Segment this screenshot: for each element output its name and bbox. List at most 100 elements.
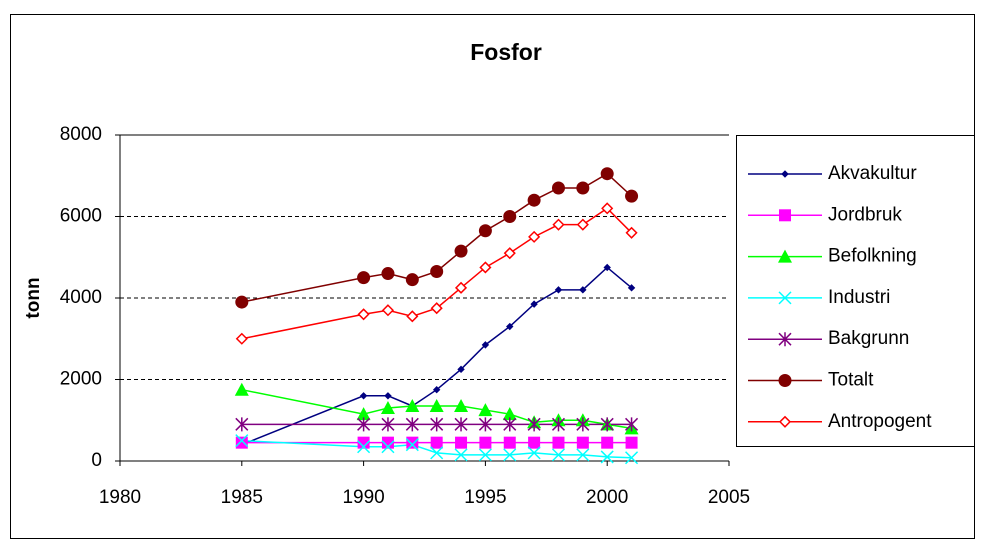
marker-shape — [503, 448, 517, 462]
marker-shape — [356, 407, 371, 421]
marker — [778, 415, 792, 428]
marker — [576, 436, 589, 449]
marker-shape — [778, 291, 792, 305]
legend-box — [736, 135, 975, 447]
marker-shape — [381, 440, 395, 454]
marker — [528, 436, 541, 449]
legend-label: Industri — [828, 287, 890, 308]
marker-shape — [478, 403, 493, 417]
marker — [478, 417, 492, 432]
marker — [357, 308, 370, 321]
marker — [600, 167, 614, 181]
marker — [503, 436, 516, 449]
marker-shape — [554, 286, 563, 294]
marker-shape — [502, 407, 517, 421]
marker-shape — [478, 224, 492, 238]
marker-shape — [454, 448, 468, 462]
marker — [454, 281, 468, 294]
marker-shape — [234, 382, 249, 396]
marker-shape — [381, 417, 395, 432]
marker — [235, 417, 249, 432]
marker — [405, 417, 419, 432]
marker-shape — [527, 446, 541, 460]
marker — [527, 446, 541, 460]
marker-shape — [380, 401, 395, 415]
x-tick-label: 2000 — [586, 487, 628, 508]
marker-shape — [576, 417, 590, 432]
marker — [503, 417, 517, 432]
marker — [357, 436, 370, 449]
marker — [781, 170, 789, 178]
marker-shape — [779, 209, 791, 222]
marker — [381, 440, 395, 454]
marker — [503, 210, 517, 223]
marker — [357, 440, 371, 454]
marker — [527, 193, 541, 207]
marker — [381, 304, 395, 317]
marker-shape — [478, 448, 492, 462]
marker — [429, 398, 444, 412]
marker-shape — [625, 226, 638, 239]
marker — [235, 434, 249, 448]
marker — [235, 332, 248, 345]
marker-shape — [778, 332, 792, 347]
marker-shape — [528, 230, 541, 243]
marker — [502, 407, 517, 421]
marker — [479, 261, 492, 274]
marker — [552, 436, 565, 449]
marker — [478, 224, 492, 238]
marker — [551, 417, 566, 432]
marker — [779, 209, 791, 222]
marker-shape — [454, 281, 468, 294]
marker — [481, 341, 490, 349]
marker — [527, 417, 541, 432]
marker — [432, 385, 441, 394]
marker-shape — [454, 398, 469, 412]
marker-shape — [552, 436, 565, 449]
marker-shape — [405, 417, 419, 432]
y-axis-label: tonn — [23, 277, 44, 318]
marker — [430, 436, 443, 449]
marker-shape — [778, 415, 792, 428]
marker-shape — [235, 332, 248, 345]
marker — [359, 392, 368, 400]
marker-shape — [576, 218, 589, 231]
marker-shape — [528, 436, 541, 449]
marker — [601, 202, 614, 215]
marker — [405, 438, 419, 452]
marker — [380, 401, 395, 415]
marker-shape — [235, 436, 248, 449]
marker-shape — [357, 440, 371, 454]
marker — [357, 271, 371, 285]
marker-shape — [405, 438, 419, 452]
marker-shape — [506, 322, 514, 331]
x-tick-label: 1985 — [221, 487, 263, 508]
marker-shape — [601, 202, 614, 215]
marker-shape — [359, 392, 368, 400]
marker-shape — [627, 284, 636, 292]
marker — [625, 189, 639, 203]
marker — [576, 218, 589, 231]
marker-shape — [481, 341, 490, 349]
marker — [579, 286, 587, 294]
marker-shape — [430, 446, 444, 460]
y-tick-label: 6000 — [60, 206, 102, 227]
x-tick-label: 1990 — [342, 487, 384, 508]
marker-shape — [503, 210, 517, 223]
marker — [478, 448, 492, 462]
marker-shape — [551, 448, 566, 462]
marker-shape — [552, 218, 565, 231]
marker — [778, 374, 792, 387]
x-tick-label: 1995 — [464, 487, 506, 508]
marker — [503, 247, 516, 260]
marker-shape — [384, 392, 392, 400]
legend-label: Befolkning — [828, 246, 917, 267]
marker-shape — [579, 286, 587, 294]
marker-shape — [625, 451, 639, 465]
marker — [554, 286, 563, 294]
marker — [454, 417, 468, 432]
marker — [625, 417, 639, 432]
x-tick-label: 1980 — [99, 487, 141, 508]
marker — [454, 448, 468, 462]
marker — [528, 230, 541, 243]
